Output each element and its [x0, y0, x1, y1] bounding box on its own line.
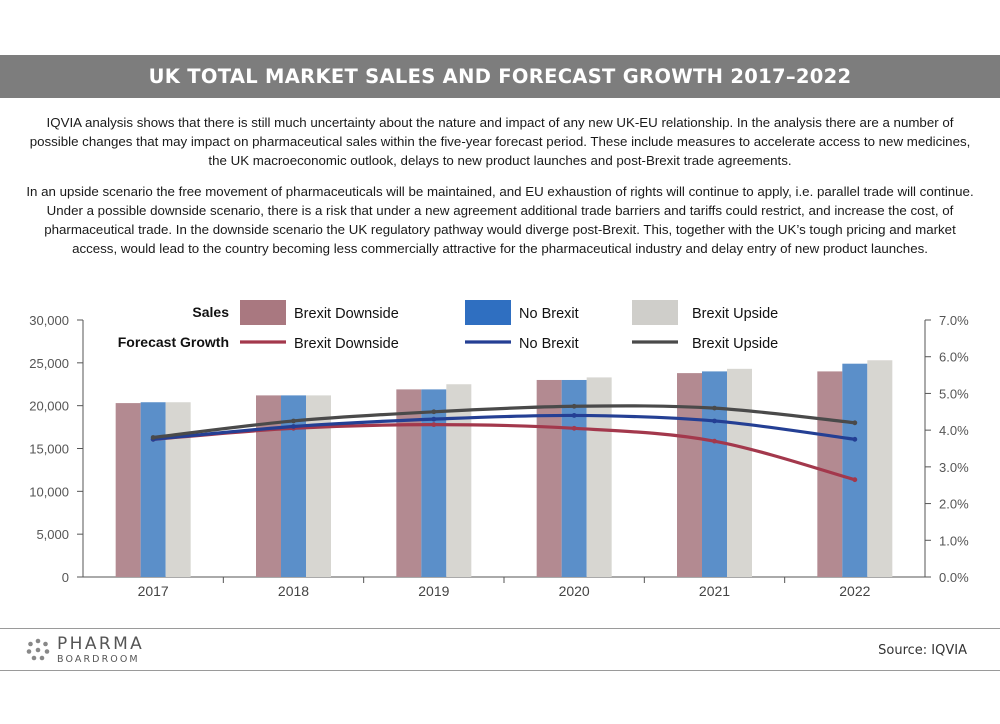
bar-brexit-upside: [306, 395, 331, 577]
y-right-tick-label: 1.0%: [939, 533, 969, 548]
legend-line-label: Brexit Downside: [294, 336, 399, 352]
point-brexit-upside: [150, 435, 156, 440]
y-left-tick-label: 5,000: [36, 527, 69, 542]
y-left-tick-label: 25,000: [29, 356, 69, 371]
bar-no-brexit: [561, 379, 587, 577]
source-note: Source: IQVIA: [878, 643, 967, 658]
bar-no-brexit: [140, 402, 166, 577]
line-no-brexit: [151, 413, 857, 441]
point-brexit-downside: [431, 422, 437, 428]
point-brexit-downside: [852, 477, 858, 483]
legend-sales-label: Sales: [192, 304, 229, 320]
point-brexit-upside: [712, 405, 717, 411]
point-no-brexit: [852, 436, 858, 442]
y-left-tick-label: 0: [62, 570, 69, 585]
y-right-tick-label: 7.0%: [939, 313, 969, 328]
y-left-tick-label: 30,000: [29, 313, 69, 328]
bar-brexit-downside: [115, 403, 141, 577]
x-tick-label: 2022: [839, 583, 870, 599]
point-brexit-upside: [291, 418, 296, 424]
x-tick-label: 2018: [278, 583, 309, 599]
bar-brexit-upside: [586, 377, 612, 577]
point-brexit-downside: [571, 425, 577, 431]
legend-bar-label: Brexit Downside: [294, 306, 399, 322]
bar-brexit-upside: [867, 360, 893, 577]
point-brexit-upside: [571, 403, 577, 409]
x-tick-label: 2017: [138, 583, 169, 599]
legend-swatch-brexit-downside: [240, 300, 286, 325]
logo-main-text: PHARMA: [57, 634, 145, 654]
bar-brexit-upside: [727, 368, 752, 577]
x-tick-label: 2019: [418, 583, 449, 599]
y-right-tick-label: 5.0%: [939, 386, 969, 401]
y-right-tick-label: 4.0%: [939, 423, 969, 438]
y-right-tick-label: 0.0%: [939, 570, 969, 585]
legend-bar-label: No Brexit: [519, 306, 579, 322]
point-brexit-upside: [852, 420, 858, 426]
legend-bar-label: Brexit Upside: [692, 306, 778, 322]
logo-sub-text: BOARDROOM: [57, 654, 140, 665]
page-title: UK TOTAL MARKET SALES AND FORECAST GROWT…: [148, 65, 852, 88]
bar-brexit-upside: [446, 384, 472, 577]
paragraph-1: IQVIA analysis shows that there is still…: [29, 115, 971, 168]
y-right-tick-label: 3.0%: [939, 460, 969, 475]
point-no-brexit: [571, 413, 577, 418]
point-no-brexit: [712, 418, 717, 424]
legend-swatch-brexit-upside: [632, 300, 678, 325]
legend-line-label: Brexit Upside: [692, 336, 778, 352]
title-banner: UK TOTAL MARKET SALES AND FORECAST GROWT…: [0, 55, 1000, 98]
legend-line-label: No Brexit: [519, 336, 579, 352]
x-tick-label: 2021: [699, 583, 730, 599]
bar-brexit-upside: [165, 402, 191, 577]
bar-brexit-downside: [396, 389, 422, 577]
point-brexit-downside: [712, 438, 717, 444]
y-left-tick-label: 20,000: [29, 399, 69, 414]
y-right-tick-label: 6.0%: [939, 350, 969, 365]
bar-no-brexit: [842, 363, 868, 577]
bar-brexit-downside: [677, 373, 702, 577]
legend-swatch-no-brexit: [465, 300, 511, 325]
legend-growth-label: Forecast Growth: [118, 334, 229, 350]
bar-no-brexit: [702, 371, 727, 577]
bar-brexit-downside: [536, 379, 562, 577]
footer-divider-bottom: [0, 670, 1000, 671]
y-left-tick-label: 15,000: [29, 442, 69, 457]
y-left-tick-label: 10,000: [29, 484, 69, 499]
point-no-brexit: [291, 424, 296, 429]
point-brexit-upside: [431, 409, 437, 415]
y-right-tick-label: 2.0%: [939, 497, 969, 512]
x-tick-label: 2020: [559, 583, 590, 599]
line-brexit-upside: [151, 404, 857, 440]
sales-growth-chart: 0 5,000 10,000 15,000 20,000 25,000 30,000 0.0%…: [29, 300, 969, 599]
pharmaboardroom-logo[interactable]: PHARMA BOARDROOM: [26, 636, 144, 665]
point-no-brexit: [431, 416, 437, 422]
logo-dots-icon: [26, 638, 50, 661]
footer-divider-top: [0, 628, 1000, 629]
paragraph-2: In an upside scenario the free movement …: [26, 184, 974, 256]
intro-text: IQVIA analysis shows that there is still…: [25, 113, 975, 270]
